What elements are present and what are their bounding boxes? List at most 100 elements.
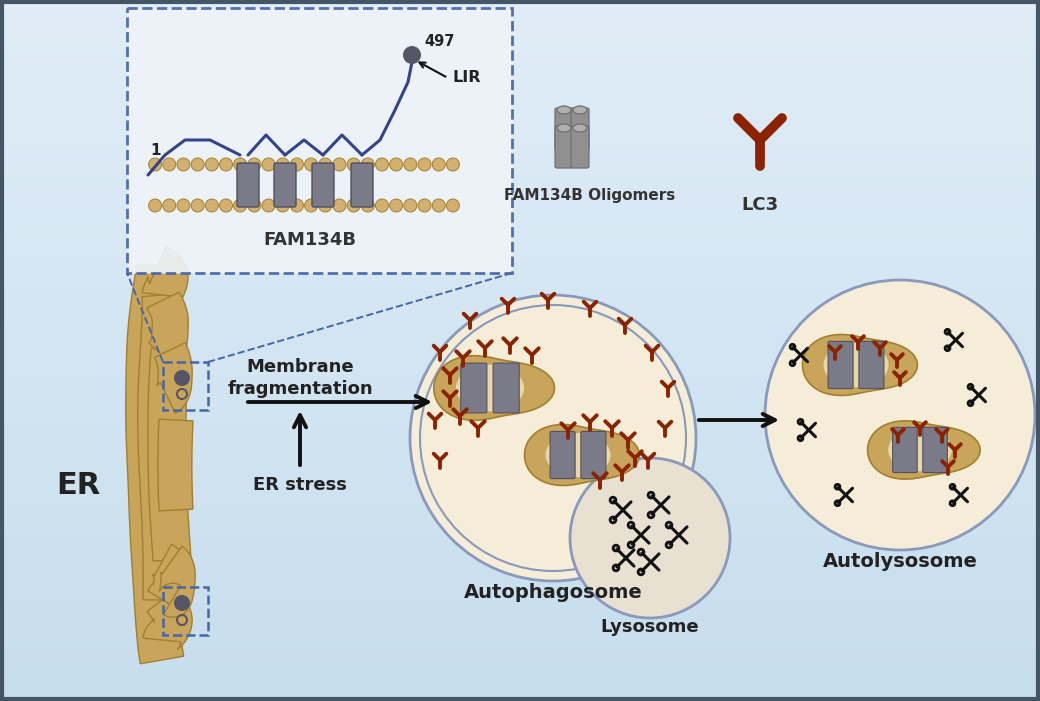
- Circle shape: [333, 158, 346, 171]
- Circle shape: [191, 199, 204, 212]
- Circle shape: [262, 199, 275, 212]
- Circle shape: [149, 199, 161, 212]
- Polygon shape: [142, 247, 188, 301]
- Text: Membrane
fragmentation: Membrane fragmentation: [227, 358, 372, 398]
- FancyBboxPatch shape: [550, 431, 575, 479]
- Text: Autolysosome: Autolysosome: [823, 552, 978, 571]
- Circle shape: [248, 199, 261, 212]
- Circle shape: [404, 199, 417, 212]
- Circle shape: [347, 199, 360, 212]
- FancyBboxPatch shape: [555, 108, 573, 150]
- Polygon shape: [144, 588, 192, 649]
- FancyBboxPatch shape: [312, 163, 334, 207]
- Circle shape: [765, 280, 1035, 550]
- Polygon shape: [867, 421, 981, 479]
- FancyBboxPatch shape: [461, 363, 487, 413]
- Polygon shape: [126, 265, 184, 664]
- Circle shape: [277, 158, 289, 171]
- Circle shape: [177, 158, 190, 171]
- Circle shape: [163, 199, 176, 212]
- Circle shape: [277, 199, 289, 212]
- Circle shape: [177, 199, 190, 212]
- Circle shape: [390, 199, 402, 212]
- Ellipse shape: [557, 124, 571, 132]
- FancyBboxPatch shape: [859, 341, 884, 388]
- Circle shape: [191, 158, 204, 171]
- Circle shape: [375, 199, 389, 212]
- Circle shape: [305, 199, 317, 212]
- Polygon shape: [158, 419, 193, 511]
- Circle shape: [290, 199, 304, 212]
- Polygon shape: [824, 343, 888, 387]
- Text: FAM134B Oligomers: FAM134B Oligomers: [504, 188, 676, 203]
- Circle shape: [361, 199, 374, 212]
- Circle shape: [446, 199, 460, 212]
- Circle shape: [446, 158, 460, 171]
- Circle shape: [404, 158, 417, 171]
- Circle shape: [390, 158, 402, 171]
- FancyBboxPatch shape: [237, 163, 259, 207]
- Polygon shape: [155, 343, 192, 414]
- Circle shape: [347, 158, 360, 171]
- FancyBboxPatch shape: [828, 341, 853, 388]
- Circle shape: [319, 199, 332, 212]
- Circle shape: [410, 295, 696, 581]
- Circle shape: [418, 158, 431, 171]
- Circle shape: [163, 158, 176, 171]
- Polygon shape: [803, 334, 917, 395]
- Circle shape: [433, 199, 445, 212]
- Polygon shape: [546, 433, 610, 477]
- Circle shape: [174, 370, 190, 386]
- Circle shape: [205, 199, 218, 212]
- Text: ER stress: ER stress: [253, 476, 347, 494]
- Circle shape: [219, 158, 233, 171]
- Polygon shape: [147, 292, 188, 367]
- Circle shape: [205, 158, 218, 171]
- Text: LIR: LIR: [452, 70, 480, 85]
- FancyBboxPatch shape: [127, 8, 512, 273]
- Polygon shape: [524, 425, 640, 486]
- FancyBboxPatch shape: [555, 126, 573, 168]
- Circle shape: [305, 158, 317, 171]
- Circle shape: [262, 158, 275, 171]
- Text: 497: 497: [424, 34, 454, 49]
- Text: Lysosome: Lysosome: [601, 618, 699, 636]
- Circle shape: [174, 595, 190, 611]
- Circle shape: [404, 46, 421, 64]
- Circle shape: [361, 158, 374, 171]
- FancyBboxPatch shape: [571, 126, 589, 168]
- Circle shape: [248, 158, 261, 171]
- Text: 1: 1: [150, 143, 160, 158]
- Ellipse shape: [573, 124, 587, 132]
- Circle shape: [418, 199, 431, 212]
- Polygon shape: [137, 293, 183, 600]
- Circle shape: [219, 199, 233, 212]
- FancyBboxPatch shape: [493, 363, 519, 413]
- Circle shape: [375, 158, 389, 171]
- Circle shape: [570, 458, 730, 618]
- FancyBboxPatch shape: [571, 108, 589, 150]
- Polygon shape: [888, 429, 952, 471]
- FancyBboxPatch shape: [581, 431, 606, 479]
- Text: Autophagosome: Autophagosome: [464, 583, 643, 602]
- Circle shape: [319, 158, 332, 171]
- Ellipse shape: [557, 106, 571, 114]
- Circle shape: [149, 158, 161, 171]
- Circle shape: [234, 158, 246, 171]
- FancyBboxPatch shape: [892, 428, 917, 472]
- Text: LC3: LC3: [742, 196, 779, 214]
- Polygon shape: [456, 365, 524, 411]
- Circle shape: [333, 199, 346, 212]
- Polygon shape: [148, 348, 191, 561]
- Polygon shape: [434, 355, 554, 421]
- Circle shape: [234, 199, 246, 212]
- Circle shape: [420, 305, 686, 571]
- Circle shape: [433, 158, 445, 171]
- FancyBboxPatch shape: [274, 163, 296, 207]
- Polygon shape: [159, 546, 196, 618]
- Text: FAM134B: FAM134B: [263, 231, 357, 249]
- Text: ER: ER: [56, 470, 100, 500]
- Polygon shape: [148, 544, 190, 609]
- FancyBboxPatch shape: [352, 163, 373, 207]
- FancyBboxPatch shape: [922, 428, 947, 472]
